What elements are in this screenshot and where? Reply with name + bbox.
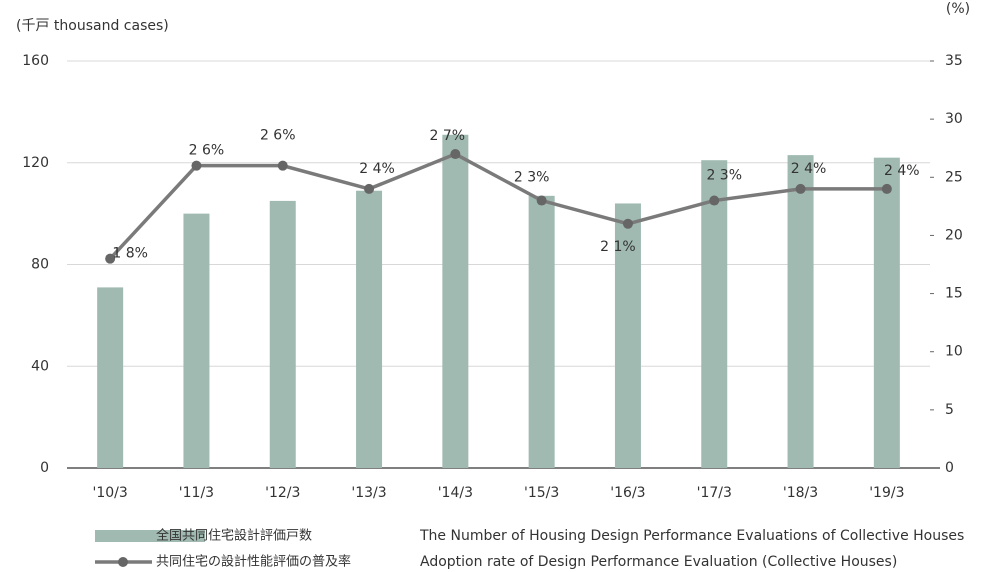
bar — [269, 200, 296, 468]
marker — [881, 183, 892, 194]
data-label: 2 4% — [791, 161, 827, 177]
data-label: 2 6% — [189, 143, 225, 159]
y-axis-label: (千戸 thousand cases) — [16, 18, 169, 34]
y-tick-label: 80 — [31, 257, 49, 273]
y2-tick-label: 10 — [945, 344, 963, 360]
y2-tick-label: 35 — [945, 53, 963, 69]
bar — [356, 190, 383, 468]
y-tick-label: 40 — [31, 358, 49, 374]
y2-tick-label: 20 — [945, 227, 963, 243]
legend-label: 全国共同住宅設計評価戸数 — [156, 528, 312, 544]
marker — [622, 218, 633, 229]
x-tick-label: '11/3 — [179, 485, 214, 501]
line — [108, 152, 887, 260]
bar — [442, 134, 469, 469]
marker — [709, 195, 720, 206]
data-label: 2 4% — [359, 161, 395, 177]
data-label: 2 7% — [430, 128, 466, 144]
y2-tick-label: 25 — [945, 169, 963, 185]
y-tick-label: 0 — [40, 460, 49, 476]
data-label: 2 4% — [884, 163, 920, 179]
y-tick-label: 120 — [22, 155, 49, 171]
legend-swatch — [95, 530, 205, 542]
marker — [536, 195, 547, 206]
y2-tick-label: 5 — [945, 402, 954, 418]
y2-tick-label: 15 — [945, 286, 963, 302]
x-tick-label: '14/3 — [438, 485, 473, 501]
bar — [614, 203, 641, 468]
x-tick-label: '13/3 — [351, 485, 386, 501]
x-tick-label: '16/3 — [610, 485, 645, 501]
marker — [364, 183, 375, 194]
x-tick-label: '17/3 — [697, 485, 732, 501]
data-label: 2 1% — [600, 239, 636, 255]
legend-description: Adoption rate of Design Performance Eval… — [420, 554, 897, 570]
marker — [795, 183, 806, 194]
y2-tick-label: 0 — [945, 460, 954, 476]
data-label: 2 3% — [514, 170, 550, 186]
bar — [873, 157, 900, 468]
x-tick-label: '12/3 — [265, 485, 300, 501]
y-tick-label: 160 — [22, 53, 49, 69]
bar — [528, 195, 555, 468]
bar — [701, 160, 728, 469]
x-tick-label: '15/3 — [524, 485, 559, 501]
y2-tick-label: 30 — [945, 111, 963, 127]
marker — [450, 149, 461, 160]
marker — [105, 253, 116, 264]
marker — [191, 160, 202, 171]
bar — [787, 155, 814, 468]
legend-swatch — [118, 557, 128, 567]
y2-axis-label: (%) — [946, 1, 970, 17]
data-label: 2 6% — [260, 128, 296, 144]
x-tick-label: '18/3 — [783, 485, 818, 501]
legend-description: The Number of Housing Design Performance… — [419, 528, 964, 544]
marker — [277, 160, 288, 171]
x-tick-label: '19/3 — [869, 485, 904, 501]
data-label: 2 3% — [706, 168, 742, 184]
legend-label: 共同住宅の設計性能評価の普及率 — [156, 554, 351, 570]
bar — [97, 287, 124, 468]
bar — [183, 213, 210, 468]
data-label: 1 8% — [112, 246, 148, 262]
x-tick-label: '10/3 — [93, 485, 128, 501]
